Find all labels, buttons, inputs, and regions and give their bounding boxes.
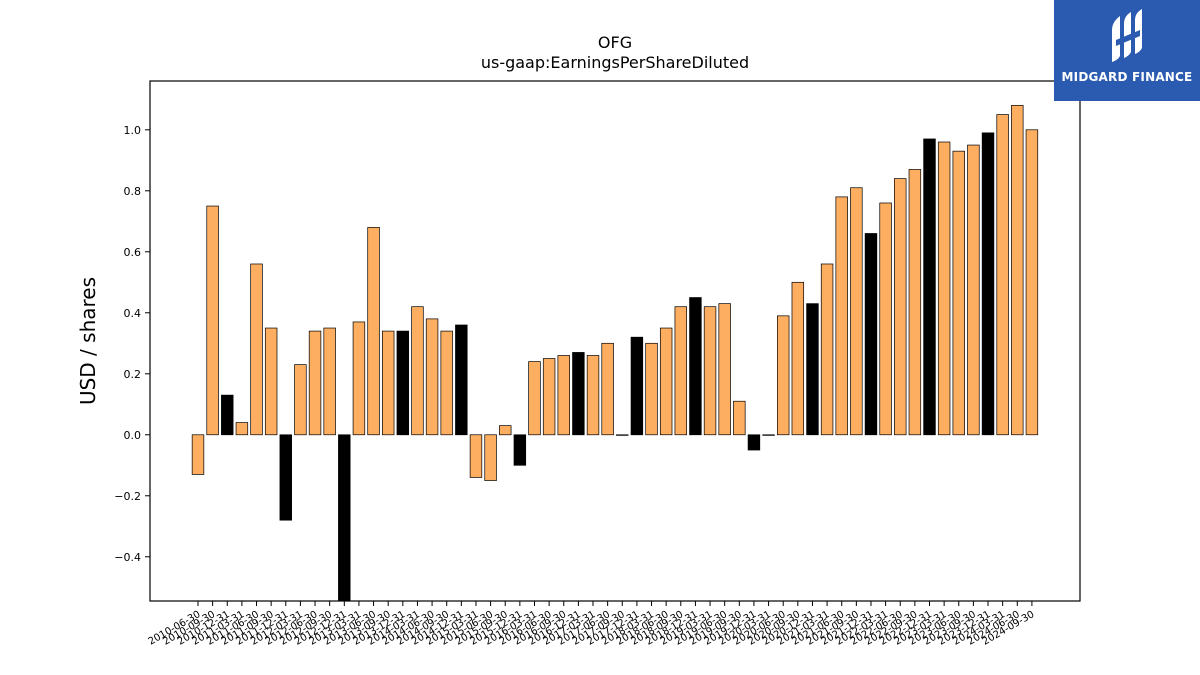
bar-2024-06-30 [1011,105,1024,436]
brand-name: MIDGARD FINANCE [1061,70,1193,84]
bar-2010-06-30 [191,434,205,475]
bar-2016-12-31 [572,352,585,436]
bar-2013-12-31 [396,330,410,436]
bar-2023-12-31 [981,132,995,436]
bar-2011-12-31 [279,434,292,521]
bar-2021-06-30 [835,196,848,436]
bar-2014-12-31 [455,324,468,436]
y-ticks-group: −0.4 −0.2 0.0 0.2 0.4 0.6 0.8 1.0 [114,124,150,564]
bar-2015-06-30 [484,434,497,481]
bar-2019-09-30 [733,400,746,436]
bar-2014-03-31 [411,306,424,436]
bar-2012-03-31 [294,364,307,436]
bar-2018-12-31 [689,297,702,436]
bar-2019-06-30 [718,303,731,436]
bar-2022-12-31 [923,138,936,436]
bar-2013-06-30 [367,227,380,436]
bar-2020-12-31 [806,303,819,436]
bar-2015-12-31 [513,434,527,466]
plot-frame [149,80,1081,602]
bar-2010-09-30 [206,205,219,436]
y-tick-label: 0.2 [124,368,142,381]
bar-2011-06-30 [250,263,263,436]
bar-2021-09-30 [850,187,863,436]
bar-2014-09-30 [440,330,453,436]
y-tick-label: 0.0 [124,429,142,442]
bar-2019-03-31 [703,306,717,436]
bar-2010-12-31 [221,394,234,436]
y-tick-label: −0.2 [114,490,141,503]
bar-2011-09-30 [264,327,278,436]
bar-2020-06-30 [776,315,790,436]
bar-2015-09-30 [499,425,512,436]
bar-2023-03-31 [937,141,951,436]
brand-logo: MIDGARD FINANCE [1054,0,1200,101]
bar-2023-06-30 [952,150,965,436]
bar-2021-03-31 [820,263,834,436]
bar-2024-09-30 [1025,129,1039,436]
bar-2011-03-31 [235,422,249,436]
bars-group [191,105,1039,602]
bar-2014-06-30 [425,318,439,436]
bar-2022-09-30 [908,169,922,436]
y-tick-label: 0.4 [124,307,142,320]
bar-2016-03-31 [528,361,541,436]
bar-2019-12-31 [747,434,761,451]
bar-2017-06-30 [601,342,614,436]
bar-2022-03-31 [879,202,892,436]
bar-2016-09-30 [557,355,570,436]
bar-2017-12-31 [630,336,644,436]
y-axis-label: USD / shares [76,277,100,405]
bar-2016-06-30 [542,358,556,436]
x-ticks-group: 2010-06-302010-09-302010-12-312011-03-31… [147,601,1036,648]
bar-2012-12-31 [338,434,351,602]
bar-2022-06-30 [894,178,907,436]
y-tick-label: −0.4 [114,551,141,564]
bar-2018-03-31 [645,342,658,436]
bar-2013-03-31 [352,321,366,436]
bar-2012-09-30 [323,327,336,436]
bar-2020-09-30 [791,281,805,436]
y-tick-label: 1.0 [124,124,142,137]
bar-2017-03-31 [586,355,600,436]
bar-2023-09-30 [967,144,980,436]
bar-2017-09-30 [616,434,629,436]
bar-2021-12-31 [864,233,878,436]
chart-title: OFG [598,33,632,52]
chart-subtitle: us-gaap:EarningsPerShareDiluted [481,53,749,72]
y-tick-label: 0.6 [124,246,142,259]
bar-2013-09-30 [381,330,395,436]
bar-2018-09-30 [674,306,687,436]
y-tick-label: 0.8 [124,185,142,198]
bar-2020-03-31 [762,434,775,436]
bar-2012-06-30 [308,330,322,436]
logo-mark-icon [1112,9,1142,62]
bar-2018-06-30 [659,327,673,436]
bar-2015-03-31 [469,434,483,478]
bar-2024-03-31 [996,114,1009,436]
